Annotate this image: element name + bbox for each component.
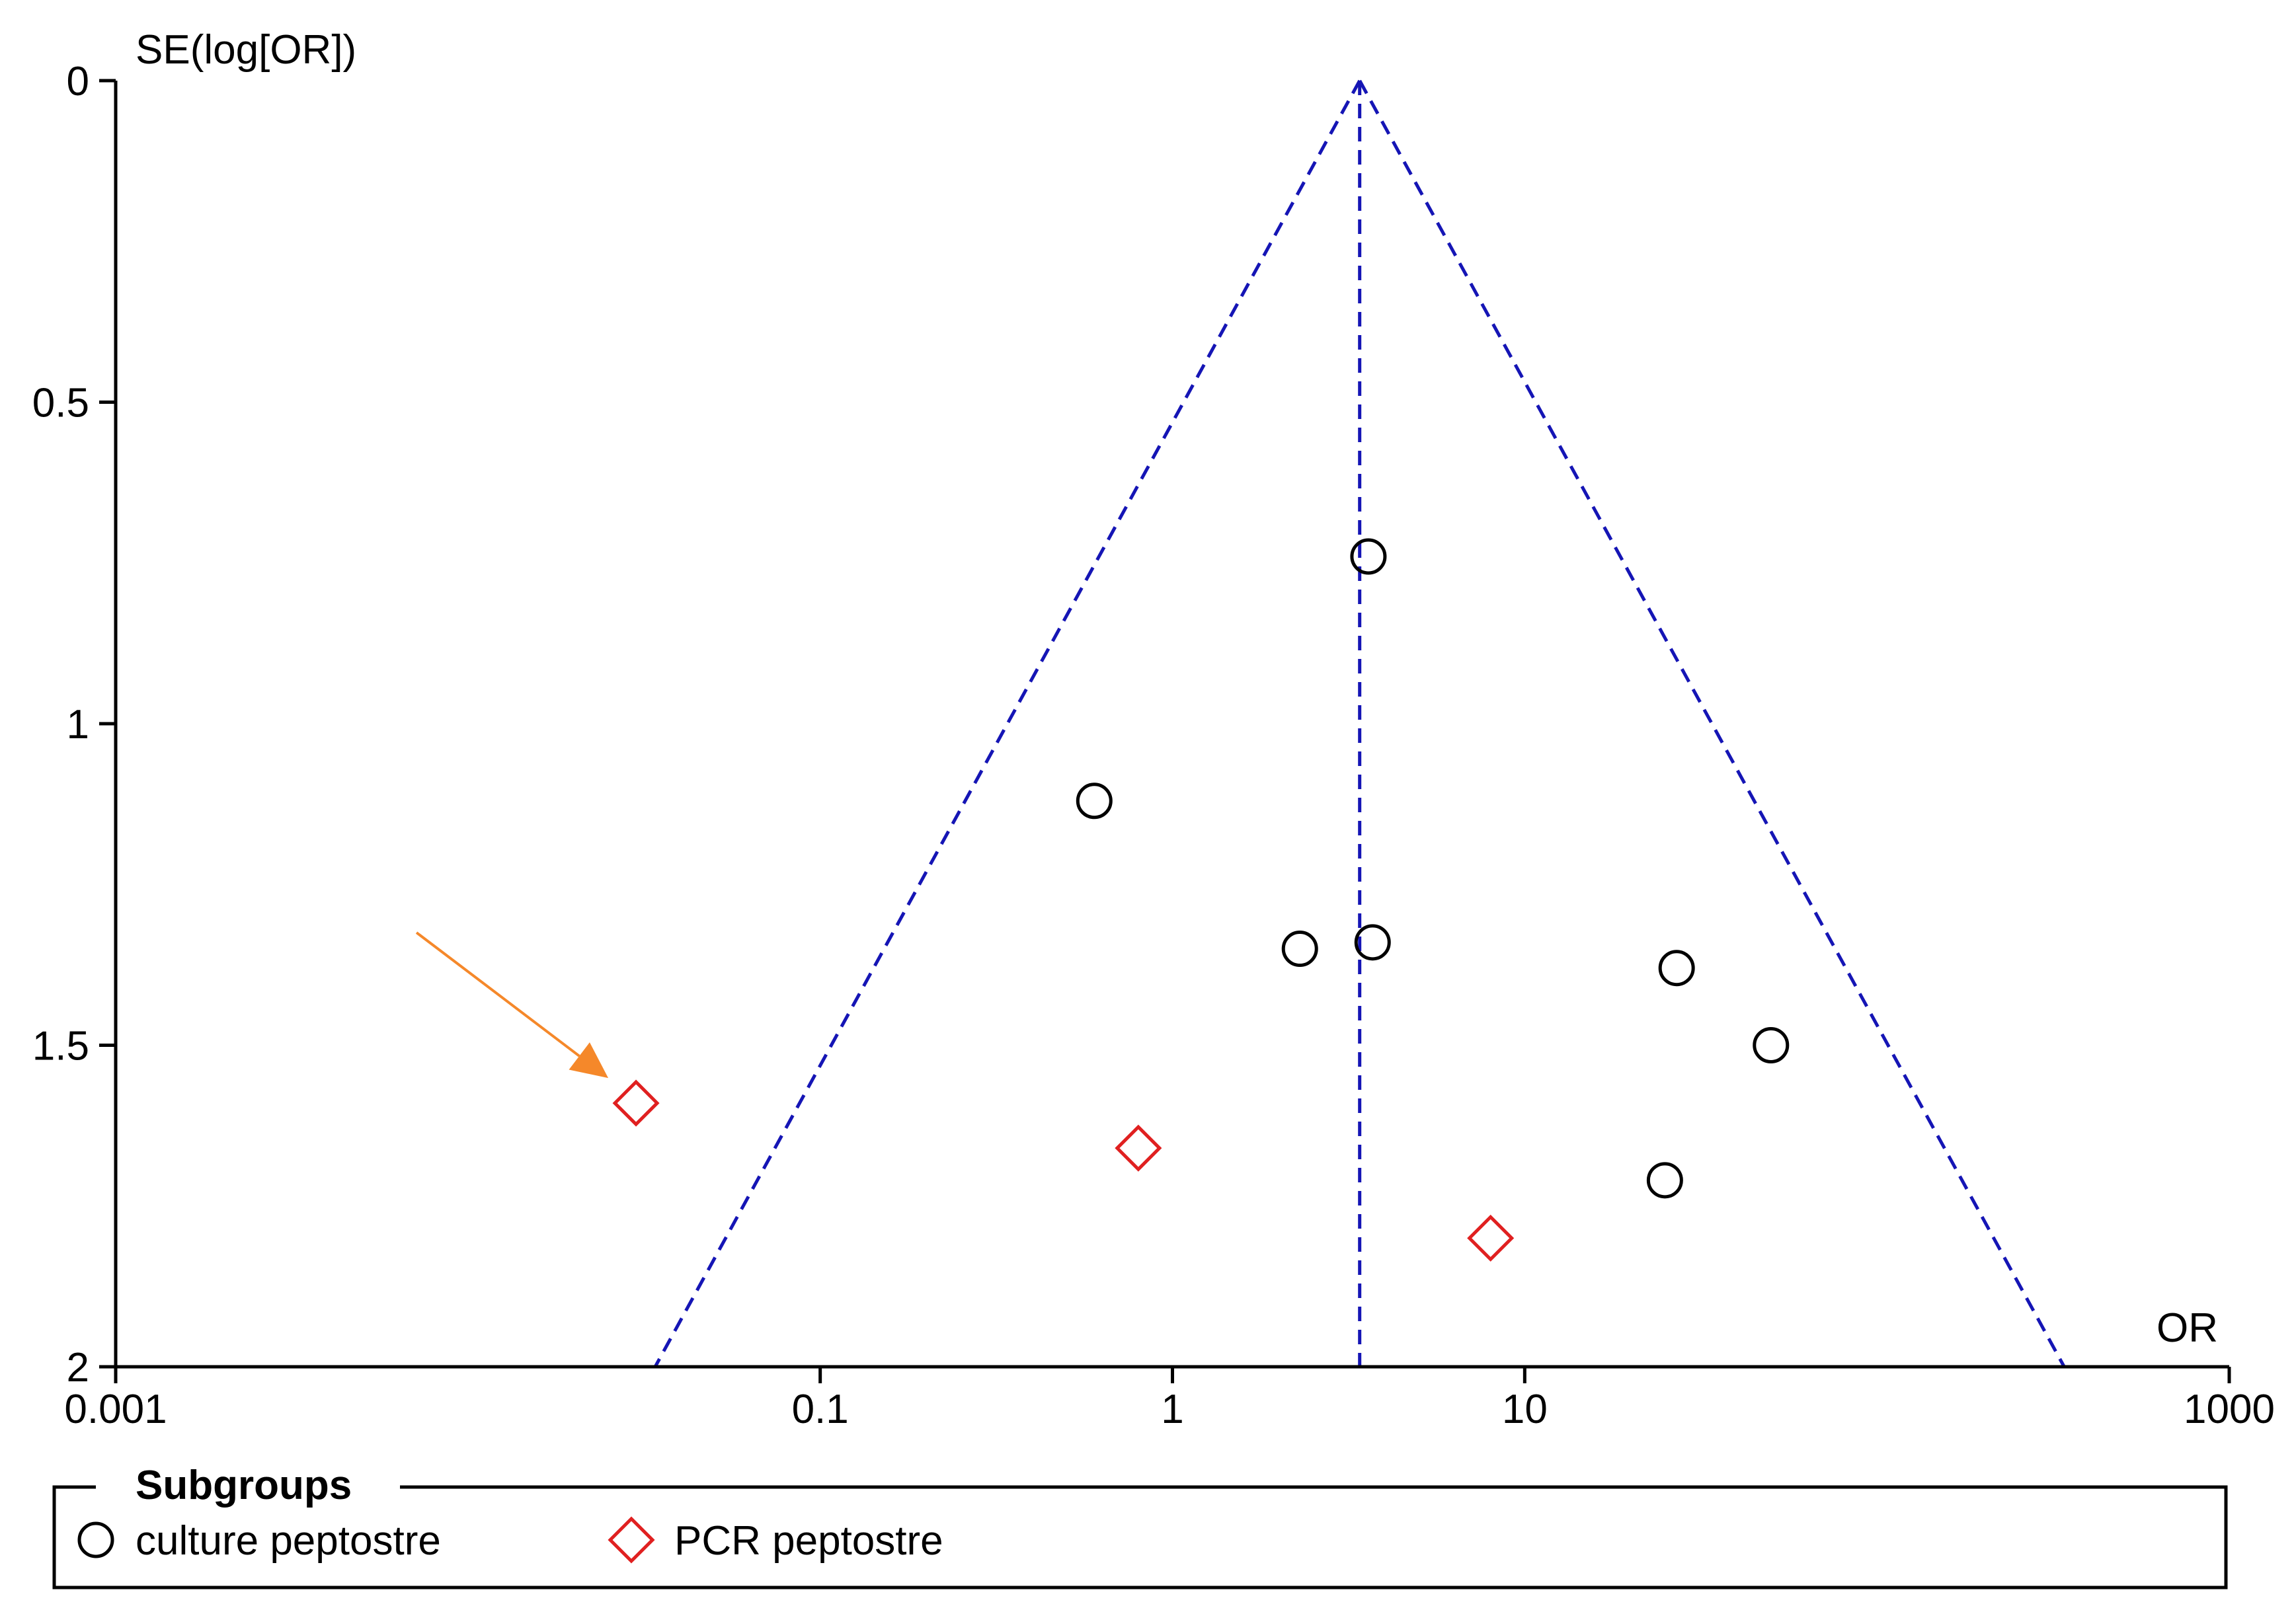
funnel-right-limit <box>1358 79 2066 1368</box>
annotation <box>415 931 609 1079</box>
legend-box <box>52 1485 2228 1589</box>
culture-point <box>1281 931 1318 968</box>
culture-point <box>1646 1162 1683 1199</box>
y-tick-label: 1 <box>67 702 89 747</box>
y-tick-label: 1.5 <box>32 1024 89 1069</box>
pcr-point <box>612 1079 660 1127</box>
x-tick-label: 1000 <box>2184 1387 2275 1432</box>
legend-label: PCR peptostre <box>674 1518 943 1564</box>
legend-items: culture peptostre PCR peptostre <box>77 1516 943 1564</box>
pcr-point <box>1115 1124 1162 1172</box>
culture-point <box>1658 950 1695 987</box>
y-tick-label: 2 <box>67 1345 89 1391</box>
y-tick-label: 0 <box>67 59 89 104</box>
legend-item: culture peptostre <box>77 1518 441 1564</box>
culture-point <box>1350 538 1387 575</box>
data-points <box>612 538 1790 1262</box>
annotation-arrow-head <box>569 1042 609 1079</box>
pcr-point <box>1467 1214 1515 1262</box>
x-axis-label: OR <box>2157 1305 2218 1351</box>
legend-title: Subgroups <box>136 1463 352 1508</box>
funnel-lines <box>653 79 2066 1368</box>
y-tick-label: 0.5 <box>32 381 89 426</box>
legend-circle-marker <box>77 1521 114 1558</box>
x-tick-label: 1 <box>1161 1387 1183 1432</box>
axes: 0 0.5 1 1.5 20.001 0.1 1 10 1000 <box>32 59 2275 1432</box>
x-tick-label: 10 <box>1502 1387 1548 1432</box>
annotation-arrow-shaft <box>415 931 580 1057</box>
funnel-left-limit <box>653 79 1361 1368</box>
legend-item: PCR peptostre <box>608 1516 943 1564</box>
legend-title-bg <box>96 1454 400 1513</box>
x-tick-label: 0.001 <box>64 1387 167 1432</box>
x-tick-label: 0.1 <box>792 1387 849 1432</box>
y-axis-label: SE(log[OR]) <box>136 27 356 73</box>
legend: Subgroups culture peptostre PCR peptostre <box>52 1454 2228 1589</box>
culture-point <box>1753 1027 1790 1063</box>
legend-diamond-marker <box>608 1516 655 1564</box>
legend-label: culture peptostre <box>136 1518 441 1564</box>
culture-point <box>1076 783 1113 820</box>
culture-point <box>1354 924 1391 961</box>
